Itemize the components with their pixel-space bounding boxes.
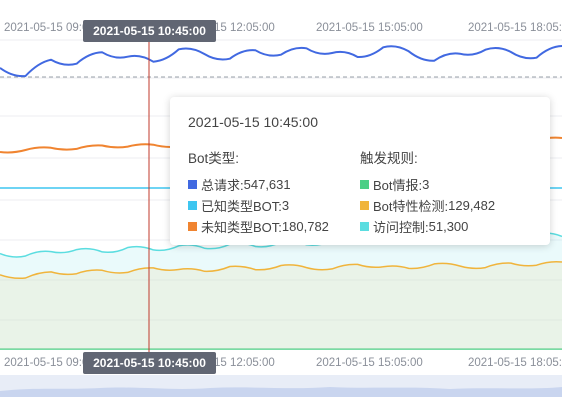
tooltip-item-label: 未知类型BOT: <box>201 220 282 235</box>
datazoom-slider[interactable] <box>0 375 562 397</box>
x-tick-label-bottom: 2021-05-15 18:05:00 <box>468 357 562 369</box>
tooltip-item-bot-intel: Bot情报: 3 <box>360 174 495 195</box>
tooltip-item-value: 3 <box>422 177 430 192</box>
legend-swatch-bot-feature <box>360 201 369 210</box>
tooltip-right-list: Bot情报: 3 Bot特性检测: 129,482 访问控制: 51,300 <box>360 174 495 237</box>
tooltip-item-value: 180,782 <box>281 219 329 234</box>
legend-swatch-access-control <box>360 222 369 231</box>
axis-pointer-label-top: 2021-05-15 10:45:00 <box>83 20 216 42</box>
legend-swatch-unknown-bot <box>188 222 197 231</box>
x-tick-label-top: 2021-05-15 18:05:00 <box>468 22 562 34</box>
tooltip-title: 2021-05-15 10:45:00 <box>188 114 318 130</box>
tooltip-item-label: 访问控制: <box>373 220 429 235</box>
series-area-bot-feature <box>0 261 562 349</box>
series-line-bot-feature <box>0 260 562 280</box>
x-tick-label-top: 2021-05-15 15:05:00 <box>316 22 423 34</box>
tooltip-item-label: 已知类型BOT: <box>201 199 282 214</box>
tooltip-item-value: 547,631 <box>243 177 291 192</box>
series-area-access-control <box>0 233 562 349</box>
tooltip-left-list: 总请求: 547,631 已知类型BOT: 3 未知类型BOT: 180,782 <box>188 174 329 237</box>
tooltip-item-value: 3 <box>281 198 290 213</box>
tooltip-item-label: 总请求: <box>201 178 244 193</box>
tooltip-item-access-control: 访问控制: 51,300 <box>360 216 495 237</box>
series-areas <box>0 233 562 349</box>
x-tick-label-bottom: 2021-05-15 15:05:00 <box>316 357 423 369</box>
tooltip-item-value: 129,482 <box>448 198 496 213</box>
legend-swatch-bot-intel <box>360 180 369 189</box>
tooltip-item-unknown-bot: 未知类型BOT: 180,782 <box>188 216 329 237</box>
tooltip-item-known-bot: 已知类型BOT: 3 <box>188 195 329 216</box>
tooltip-item-value: 51,300 <box>428 219 469 234</box>
series-line-total-requests <box>0 45 562 78</box>
tooltip-item-total-requests: 总请求: 547,631 <box>188 174 329 195</box>
tooltip-item-bot-feature: Bot特性检测: 129,482 <box>360 195 495 216</box>
tooltip-right-heading: 触发规则: <box>360 151 418 166</box>
legend-swatch-total-requests <box>188 180 197 189</box>
axis-pointer-label-bottom: 2021-05-15 10:45:00 <box>83 352 216 374</box>
tooltip: 2021-05-15 10:45:00 Bot类型: 触发规则: 总请求: 54… <box>170 97 550 245</box>
tooltip-item-label: Bot情报: <box>373 178 423 193</box>
datazoom-preview <box>0 387 562 397</box>
tooltip-item-label: Bot特性检测: <box>373 199 449 214</box>
legend-swatch-known-bot <box>188 201 197 210</box>
tooltip-left-heading: Bot类型: <box>188 151 240 166</box>
